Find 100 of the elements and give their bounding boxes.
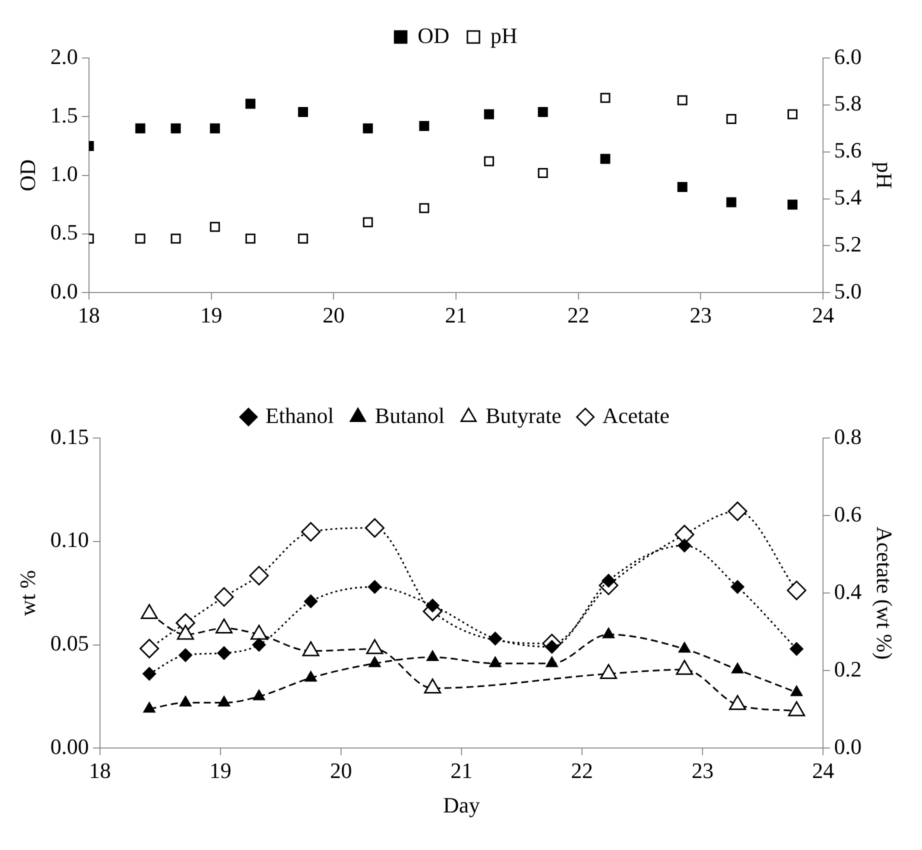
point <box>600 154 610 164</box>
point <box>298 234 308 244</box>
point <box>484 109 494 120</box>
point <box>249 566 269 586</box>
x-tick-label: 20 <box>330 758 352 784</box>
x-tick-label: 18 <box>78 302 100 328</box>
point <box>788 200 798 210</box>
x-axis-title: Day <box>443 792 480 818</box>
x-tick-label: 19 <box>209 758 232 784</box>
point <box>364 518 384 538</box>
legend-label: OD <box>418 22 450 48</box>
point <box>678 538 692 552</box>
point <box>250 624 268 640</box>
point <box>732 662 744 674</box>
point <box>170 234 181 244</box>
point <box>245 234 256 244</box>
point <box>419 203 430 214</box>
y2-axis-title: pH <box>872 162 898 189</box>
point <box>677 95 688 106</box>
y2-tick-label: 0.8 <box>834 424 862 449</box>
point <box>426 650 439 661</box>
point <box>210 123 220 134</box>
point <box>245 98 256 109</box>
point <box>426 598 440 612</box>
x-tick-label: 20 <box>322 302 345 328</box>
point <box>140 638 160 658</box>
point <box>786 580 806 600</box>
point <box>210 222 220 232</box>
y2-tick-label: 5.2 <box>834 231 862 256</box>
point <box>176 624 194 640</box>
y-axis-title: wt % <box>14 570 40 616</box>
y-tick-label: 0.5 <box>50 220 78 245</box>
legend-label: Butyrate <box>486 402 562 428</box>
x-tick-label: 22 <box>567 302 590 328</box>
y-tick-label: 0.00 <box>50 734 89 759</box>
point <box>600 664 618 679</box>
x-tick-label: 22 <box>571 758 594 784</box>
legend-label: pH <box>490 22 518 48</box>
point <box>301 522 321 542</box>
point <box>488 632 502 646</box>
point <box>178 648 192 662</box>
point <box>366 639 384 654</box>
point <box>602 574 616 588</box>
y-tick-label: 1.5 <box>50 102 78 128</box>
x-tick-label: 19 <box>200 302 222 328</box>
y2-tick-label: 5.8 <box>834 90 862 116</box>
point <box>362 217 373 228</box>
y2-axis-title: Acetate (wt %) <box>872 526 898 660</box>
point <box>135 123 146 134</box>
y-axis-title: OD <box>14 159 40 192</box>
y2-tick-label: 0.6 <box>834 501 862 526</box>
y-tick-label: 0.10 <box>50 527 89 552</box>
x-tick-label: 23 <box>690 302 712 328</box>
point <box>424 678 442 694</box>
point <box>180 696 192 706</box>
point <box>676 660 694 675</box>
point <box>728 695 746 710</box>
point <box>538 168 548 178</box>
y2-tick-label: 5.4 <box>834 184 862 210</box>
point <box>489 656 502 668</box>
point <box>600 92 610 103</box>
y2-tick-label: 0.0 <box>834 734 862 759</box>
point <box>253 690 265 700</box>
y-tick-label: 0.15 <box>50 424 89 449</box>
x-tick-label: 24 <box>812 758 834 784</box>
point <box>790 686 803 696</box>
point <box>726 197 736 208</box>
point <box>677 182 688 192</box>
point <box>142 667 156 680</box>
y2-tick-label: 6.0 <box>834 44 862 69</box>
point <box>252 638 266 652</box>
x-tick-label: 18 <box>88 758 111 784</box>
x-tick-label: 21 <box>445 302 467 328</box>
point <box>214 587 234 607</box>
legend-label: Ethanol <box>265 402 334 428</box>
point <box>538 106 548 117</box>
point <box>304 671 317 682</box>
point <box>730 580 744 594</box>
point <box>788 109 798 120</box>
point <box>216 618 233 634</box>
point <box>419 121 430 132</box>
x-tick-label: 21 <box>450 758 472 784</box>
point <box>140 604 158 620</box>
y2-tick-label: 5.6 <box>834 138 862 163</box>
y2-tick-label: 5.0 <box>834 278 862 304</box>
point <box>170 123 181 134</box>
y-tick-label: 2.0 <box>50 44 78 69</box>
legend-label: Butanol <box>374 402 445 428</box>
y2-tick-label: 0.2 <box>834 656 862 682</box>
point <box>602 628 614 638</box>
point <box>678 642 690 653</box>
point <box>368 656 381 668</box>
point <box>728 502 748 522</box>
point <box>546 656 558 668</box>
point <box>790 642 804 656</box>
y-tick-label: 1.0 <box>50 161 78 186</box>
x-tick-label: 23 <box>692 758 714 784</box>
point <box>304 594 318 608</box>
point <box>362 123 373 134</box>
x-tick-label: 24 <box>812 302 834 328</box>
